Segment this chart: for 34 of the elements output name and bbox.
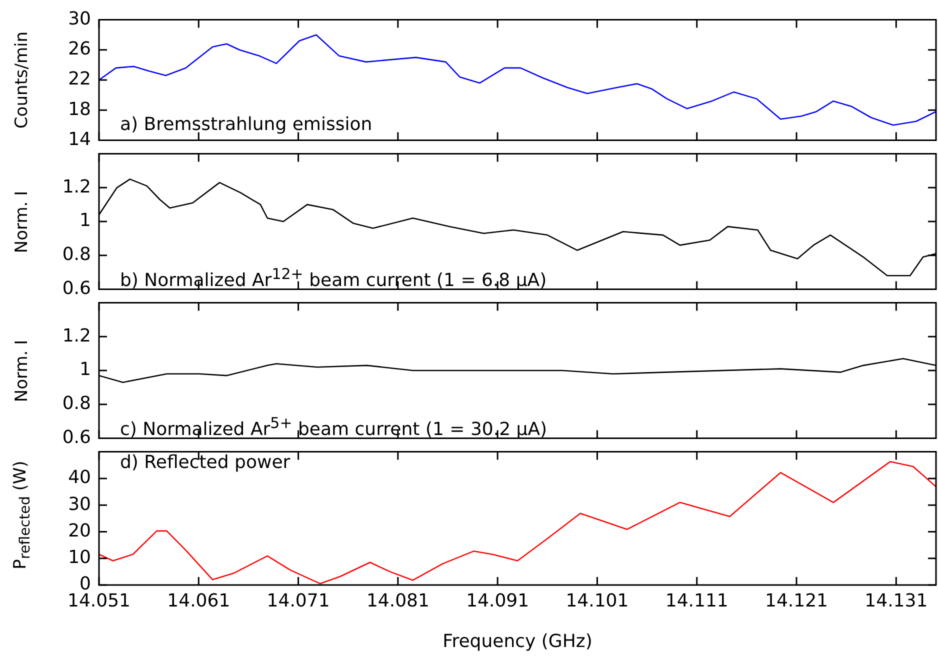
x-tick-label: 14.091 [466, 590, 530, 612]
y-tick-label: 40 [68, 467, 91, 488]
y-tick-label: 1 [80, 359, 91, 380]
y-tick-label: 30 [68, 8, 91, 30]
x-tick-label: 14.081 [366, 590, 430, 612]
x-tick-label: 14.051 [68, 590, 130, 612]
y-tick-label: 20 [68, 520, 91, 542]
y-tick-label: 30 [68, 494, 91, 515]
y-tick-label: 0.8 [62, 244, 91, 266]
y-tick-label: 10 [68, 547, 91, 568]
annotation: d) Reflected power [120, 451, 290, 475]
y-tick-label: 22 [68, 68, 91, 90]
y-tick-label: 0.6 [62, 278, 91, 299]
annotation: a) Bremsstrahlung emission [120, 113, 372, 137]
annotation: b) Normalized Ar$^{12+}$ beam current (1 = 6.8 µA) [120, 264, 547, 293]
x-tick-label: 14.101 [566, 590, 629, 612]
y-tick-label: 0.6 [62, 426, 91, 448]
y-tick-label: 0.8 [62, 393, 91, 414]
y-tick-label: 18 [68, 98, 91, 120]
annotation: c) Normalized Ar$^{5+}$ beam current (1 = 30.2 µA) [120, 413, 548, 442]
x-tick-label: 14.121 [765, 590, 828, 612]
y-tick-label: 1 [80, 210, 91, 232]
y-axis-title: Norm. I [12, 339, 32, 402]
x-axis-title: Frequency (GHz) [442, 630, 592, 652]
y-axis-title: Norm. I [12, 190, 32, 253]
y-tick-label: 1.2 [62, 325, 91, 346]
x-tick-label: 14.131 [864, 590, 928, 612]
y-axis-title: Counts/min [12, 31, 32, 129]
x-tick-label: 14.061 [167, 590, 230, 612]
y-tick-label: 26 [68, 38, 91, 60]
x-tick-label: 14.071 [266, 590, 330, 612]
y-tick-label: 1.2 [62, 176, 91, 198]
x-tick-label: 14.111 [665, 590, 728, 612]
y-tick-label: 14 [68, 128, 91, 150]
